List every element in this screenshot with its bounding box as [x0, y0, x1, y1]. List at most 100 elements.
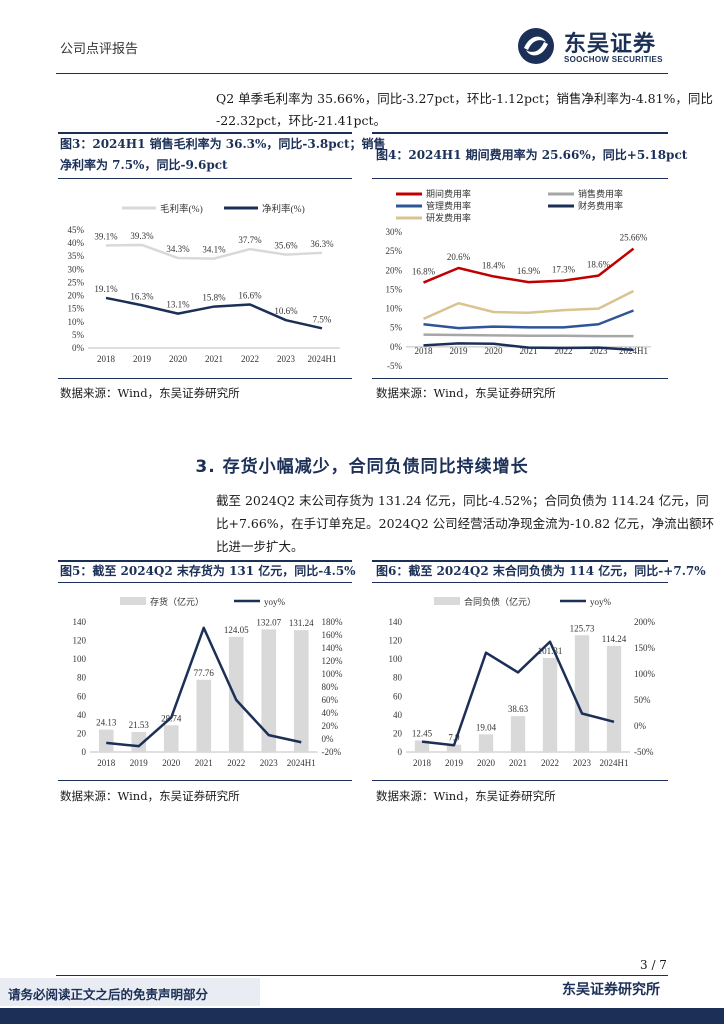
- fig4-caption-rule: [372, 178, 668, 179]
- data-label: 13.1%: [166, 300, 190, 310]
- y-right-tick-label: 160%: [322, 630, 344, 640]
- bar-value-label: 124.05: [224, 625, 249, 635]
- x-tick-label: 2019: [133, 354, 152, 364]
- legend-label-bar: 存货（亿元）: [150, 596, 204, 607]
- fig5-bottom-rule: [58, 780, 352, 781]
- fig5-chart-svg: 0 20 40 60 80 100 120 140 -20% 0% 20% 40% 60% 80% 100%…: [73, 596, 344, 768]
- series-line-4: [422, 289, 635, 321]
- x-tick-label: 2020: [169, 354, 188, 364]
- soochow-logo-icon: [518, 28, 554, 64]
- legend-label-2: 管理费用率: [426, 200, 471, 211]
- document-type: 公司点评报告: [60, 42, 139, 57]
- yoy-line: [421, 640, 615, 747]
- fig6-caption: 图6：截至 2024Q2 末合同负债为 114 亿元，同比-+7.7%: [376, 564, 706, 578]
- x-tick-label: 2024H1: [600, 758, 629, 768]
- y-tick-label: 0%: [72, 343, 85, 353]
- y-right-tick-label: 100%: [634, 669, 656, 679]
- data-label: 25.66%: [620, 233, 648, 243]
- y-tick-label: 35%: [68, 251, 85, 261]
- y-right-tick-label: 100%: [322, 669, 344, 679]
- intro-line-1: Q2 单季毛利率为 35.66%，同比-3.27pct，环比-1.12pct；销…: [216, 91, 713, 106]
- bar: [414, 740, 430, 752]
- y-right-tick-label: 120%: [322, 656, 344, 666]
- bar-value-label: 131.24: [289, 618, 314, 628]
- y-tick-label: 25%: [386, 246, 403, 256]
- y-tick-label: 15%: [386, 284, 403, 294]
- data-label: 16.6%: [238, 290, 262, 300]
- y-right-tick-label: 40%: [322, 708, 339, 718]
- y-tick-label: 10%: [68, 317, 85, 327]
- fig4-source: 数据来源：Wind，东吴证券研究所: [376, 386, 556, 400]
- x-tick-label: 2019: [445, 758, 464, 768]
- x-tick-label: 2018: [97, 758, 116, 768]
- y-left-tick-label: 20: [393, 728, 403, 738]
- yoy-line: [106, 626, 302, 748]
- legend-label-3: 财务费用率: [578, 200, 623, 211]
- bar-value-label: 114.24: [602, 634, 627, 644]
- data-label: 19.1%: [94, 284, 118, 294]
- page-number: 3 / 7: [640, 958, 667, 972]
- y-tick-label: 15%: [68, 304, 85, 314]
- logo-name-cn: 东吴证券: [564, 32, 657, 57]
- y-right-tick-label: 200%: [634, 617, 656, 627]
- fig4-caption: 图4：2024H1 期间费用率为 25.66%，同比+5.18pct: [376, 148, 688, 162]
- y-left-tick-label: 120: [73, 636, 87, 646]
- bar: [542, 657, 558, 752]
- bar: [574, 635, 590, 752]
- data-label: 17.3%: [552, 265, 576, 275]
- x-tick-label: 2023: [260, 758, 279, 768]
- y-tick-label: 5%: [390, 323, 403, 333]
- series-line-2: [423, 309, 634, 330]
- series-line-0: [105, 243, 323, 260]
- x-tick-label: 2024H1: [308, 354, 337, 364]
- section3-line-2: 比+7.66%，在手订单充足。2024Q2 公司经营活动净现金流为-10.82 …: [216, 516, 715, 531]
- y-right-tick-label: 80%: [322, 682, 339, 692]
- x-tick-label: 2019: [450, 346, 469, 356]
- bar: [98, 729, 114, 752]
- footer-divider: [56, 975, 668, 976]
- y-right-tick-label: 0%: [634, 721, 647, 731]
- y-tick-label: 25%: [68, 277, 85, 287]
- x-tick-label: 2021: [205, 354, 223, 364]
- bar-value-label: 12.45: [412, 728, 433, 738]
- y-left-tick-label: 0: [82, 747, 87, 757]
- legend-label-net-margin: 净利率(%): [262, 203, 305, 215]
- fig4-bottom-rule: [372, 378, 668, 379]
- y-right-tick-label: -20%: [322, 747, 342, 757]
- intro-line-2: -22.32pct，环比-21.41pct。: [216, 113, 387, 128]
- data-label: 37.7%: [238, 235, 262, 245]
- bar: [196, 679, 212, 752]
- bar-value-label: 24.13: [96, 718, 117, 728]
- y-tick-label: 30%: [386, 227, 403, 237]
- y-left-tick-label: 60: [393, 691, 403, 701]
- legend-label-4: 研发费用率: [426, 212, 471, 223]
- y-right-tick-label: 20%: [322, 721, 339, 731]
- y-tick-label: 20%: [386, 265, 403, 275]
- data-label: 7.5%: [313, 314, 332, 324]
- y-left-tick-label: 60: [77, 691, 87, 701]
- y-left-tick-label: 140: [73, 617, 87, 627]
- fig6-chart-svg: 0 20 40 60 80 100 120 140 -50% 0% 50% 100% 150% 200% 2…: [389, 596, 656, 768]
- x-tick-label: 2022: [241, 354, 259, 364]
- y-tick-label: 5%: [72, 330, 85, 340]
- footer-bottom-band: [0, 1008, 724, 1024]
- y-right-tick-label: 50%: [634, 695, 651, 705]
- x-tick-label: 2024H1: [287, 758, 316, 768]
- y-right-tick-label: 180%: [322, 617, 344, 627]
- x-tick-label: 2020: [162, 758, 181, 768]
- y-left-tick-label: 40: [393, 710, 403, 720]
- y-tick-label: 30%: [68, 264, 85, 274]
- y-left-tick-label: 80: [77, 673, 87, 683]
- bar: [293, 630, 309, 752]
- data-label: 16.3%: [130, 291, 154, 301]
- fig4-chart-svg: -5% 0% 5% 10% 15% 20% 25% 30% 2018 2019 2020 2021 20…: [386, 188, 651, 371]
- x-tick-label: 2018: [415, 346, 434, 356]
- fig3-caption-1: 图3：2024H1 销售毛利率为 36.3%，同比-3.8pct；销售: [60, 137, 386, 151]
- y-left-tick-label: 80: [393, 673, 403, 683]
- bar-value-label: 7.9: [448, 733, 460, 743]
- section3-line-1: 截至 2024Q2 末公司存货为 131.24 亿元，同比-4.52%；合同负债…: [216, 493, 709, 508]
- fig3-caption-rule: [58, 178, 352, 179]
- x-tick-label: 2022: [227, 758, 245, 768]
- y-tick-label: -5%: [387, 361, 402, 371]
- brand-logo: 东吴证券 SOOCHOW SECURITIES: [516, 26, 686, 66]
